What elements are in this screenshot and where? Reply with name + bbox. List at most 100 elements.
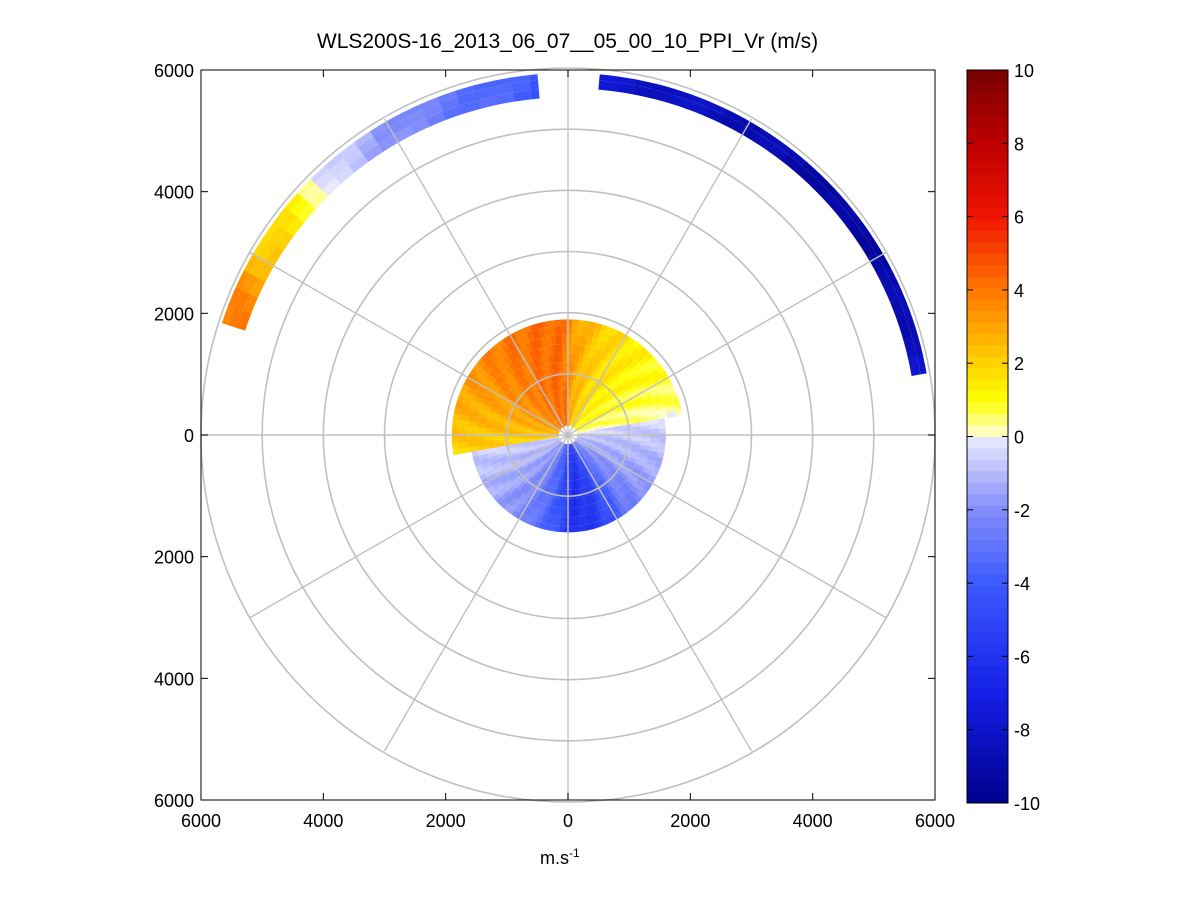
velocity-cell — [539, 493, 547, 504]
velocity-cell — [537, 357, 545, 368]
velocity-cell — [551, 478, 557, 489]
velocity-cell — [553, 422, 562, 430]
velocity-cell — [548, 524, 556, 532]
velocity-cell — [587, 396, 595, 406]
velocity-cell — [560, 334, 567, 344]
velocity-cell — [342, 146, 365, 166]
velocity-cell — [573, 362, 579, 372]
velocity-cell — [570, 471, 574, 481]
velocity-cell — [632, 482, 644, 492]
velocity-cell — [236, 309, 252, 331]
colorbar-band — [967, 390, 1008, 403]
velocity-cell — [611, 417, 621, 423]
velocity-cell — [509, 457, 520, 465]
velocity-cell — [670, 391, 679, 400]
velocity-cell — [586, 435, 596, 438]
velocity-cell — [257, 260, 275, 282]
velocity-cell — [617, 408, 628, 415]
velocity-cell — [357, 135, 380, 155]
velocity-cell — [592, 419, 603, 425]
velocity-cell — [911, 335, 923, 357]
velocity-cell — [550, 429, 560, 433]
velocity-cell — [500, 384, 511, 394]
velocity-cell — [596, 349, 605, 360]
velocity-cell — [539, 503, 547, 514]
velocity-cell — [471, 450, 479, 457]
velocity-cell — [565, 398, 568, 408]
colorbar-band — [967, 470, 1008, 483]
velocity-cell — [553, 460, 559, 470]
velocity-cell — [630, 447, 641, 453]
velocity-cell — [556, 409, 562, 419]
colorbar-band — [967, 173, 1008, 186]
velocity-cell — [636, 383, 647, 393]
velocity-cell — [507, 496, 518, 507]
velocity-cell — [531, 510, 540, 521]
velocity-cell — [549, 354, 556, 364]
region-far-field-arc-north-east — [598, 74, 927, 376]
velocity-cell — [467, 436, 477, 443]
velocity-cell — [581, 446, 589, 455]
velocity-cell — [516, 356, 526, 367]
velocity-cell — [565, 453, 568, 463]
velocity-cell — [575, 497, 581, 508]
grid-spoke — [567, 118, 753, 436]
velocity-cell — [600, 487, 610, 498]
velocity-cell — [612, 419, 622, 425]
velocity-cell — [569, 443, 573, 453]
velocity-cell — [542, 406, 551, 415]
velocity-cell — [577, 435, 587, 438]
velocity-cell — [527, 508, 536, 519]
velocity-cell — [628, 453, 639, 461]
velocity-cell — [518, 366, 528, 377]
velocity-cell — [571, 398, 576, 409]
polar-grid — [200, 67, 936, 803]
velocity-cell — [550, 372, 556, 383]
velocity-cell — [560, 408, 564, 418]
velocity-cell — [541, 425, 551, 430]
velocity-cell — [535, 417, 544, 423]
velocity-cell — [569, 416, 572, 427]
velocity-cell — [574, 399, 579, 409]
velocity-cell — [583, 467, 590, 477]
velocity-cell — [618, 471, 629, 481]
velocity-cell — [566, 343, 572, 353]
velocity-cell — [485, 427, 495, 433]
velocity-cell — [656, 407, 667, 415]
velocity-cell — [540, 431, 550, 434]
velocity-cell — [537, 412, 547, 420]
velocity-cell — [562, 443, 566, 453]
velocity-cell — [227, 306, 243, 328]
velocity-cell — [557, 498, 563, 508]
velocity-cell — [616, 373, 626, 383]
velocity-cell — [653, 397, 664, 406]
velocity-cell — [571, 443, 576, 452]
velocity-cell — [484, 469, 496, 478]
velocity-cell — [497, 452, 508, 459]
velocity-cell — [516, 451, 527, 459]
velocity-cell — [611, 448, 621, 454]
velocity-cell — [638, 452, 649, 460]
velocity-cell — [507, 470, 517, 479]
velocity-cell — [314, 169, 336, 190]
velocity-cell — [500, 402, 511, 411]
velocity-cell — [584, 373, 591, 384]
velocity-cell — [592, 445, 602, 452]
velocity-cell — [582, 515, 589, 525]
velocity-cell — [630, 485, 641, 496]
velocity-cell — [523, 443, 533, 448]
velocity-cell — [561, 471, 565, 481]
velocity-cell — [627, 456, 637, 464]
velocity-cell — [512, 80, 533, 93]
velocity-cell — [589, 462, 598, 472]
velocity-cell — [486, 414, 497, 422]
velocity-cell — [582, 486, 589, 497]
velocity-cell — [612, 382, 622, 392]
velocity-cell — [252, 236, 269, 258]
velocity-cell — [531, 435, 541, 438]
velocity-cell — [495, 92, 517, 105]
velocity-cell — [569, 516, 575, 527]
velocity-cell — [622, 430, 633, 435]
velocity-cell — [493, 83, 515, 96]
velocity-cell — [613, 425, 623, 430]
